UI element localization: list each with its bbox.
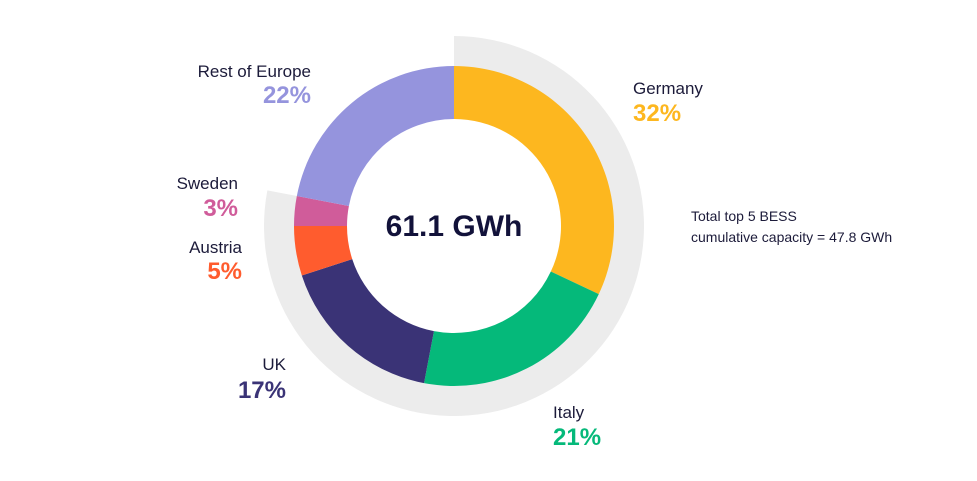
segment-italy	[424, 271, 599, 386]
label-italy-value: 21%	[553, 424, 601, 451]
donut-segments	[294, 66, 614, 386]
label-germany-name: Germany	[633, 79, 703, 98]
label-rest-of-europe-value: 22%	[263, 82, 311, 109]
center-total-label: 61.1 GWh	[386, 210, 523, 243]
note-line-2: cumulative capacity = 47.8 GWh	[691, 229, 892, 245]
label-italy-name: Italy	[553, 403, 585, 422]
label-germany-value: 32%	[633, 100, 681, 127]
segment-austria	[294, 226, 353, 276]
segment-rest-of-europe	[296, 66, 454, 206]
label-sweden-name: Sweden	[177, 174, 238, 193]
label-austria-name: Austria	[189, 238, 242, 257]
label-uk-name: UK	[262, 355, 286, 374]
label-sweden-value: 3%	[203, 195, 238, 222]
label-rest-of-europe-name: Rest of Europe	[198, 62, 311, 81]
label-uk-value: 17%	[238, 377, 286, 404]
segment-sweden	[294, 196, 349, 226]
label-austria-value: 5%	[207, 258, 242, 285]
segment-uk	[301, 259, 434, 384]
note-line-1: Total top 5 BESS	[691, 208, 797, 224]
segment-germany	[454, 66, 614, 295]
